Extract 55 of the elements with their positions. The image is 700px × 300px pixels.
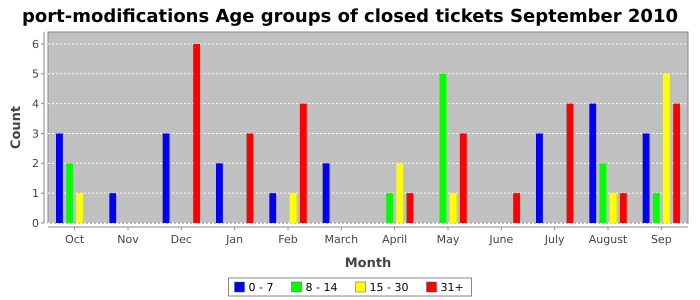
bar (620, 193, 627, 223)
bar (109, 193, 116, 223)
x-tick-label: July (544, 233, 566, 246)
x-tick-label: Oct (65, 233, 85, 246)
legend-label: 8 - 14 (306, 281, 338, 294)
bar (269, 193, 276, 223)
bar (322, 163, 330, 223)
bar (300, 104, 307, 223)
bar (396, 163, 404, 223)
x-tick-label: Dec (170, 233, 192, 246)
bar (193, 44, 200, 223)
y-tick-label: 2 (32, 157, 39, 170)
x-tick-label: Sep (650, 233, 672, 246)
bar (513, 193, 520, 223)
bar (162, 133, 170, 223)
bar (406, 193, 414, 223)
bar (450, 193, 456, 223)
x-tick-label: April (382, 233, 408, 246)
x-tick-label: Nov (117, 233, 140, 246)
y-tick-label: 3 (32, 127, 39, 140)
x-tick-label: May (436, 233, 460, 246)
legend-label: 31+ (440, 281, 464, 294)
x-axis-title: Month (344, 256, 392, 271)
x-tick-label: Feb (278, 233, 298, 246)
x-tick-label: August (588, 233, 628, 246)
legend-label: 15 - 30 (370, 281, 408, 294)
bar (589, 104, 596, 223)
y-tick-label: 6 (32, 38, 39, 51)
legend-label: 0 - 7 (248, 281, 274, 294)
bar (673, 104, 680, 223)
bar (536, 133, 543, 223)
bar (386, 193, 393, 223)
bar (663, 74, 670, 223)
x-tick-label: June (488, 233, 514, 246)
bar (216, 163, 223, 223)
y-tick-label: 1 (32, 187, 39, 200)
y-tick-label: 5 (32, 68, 39, 81)
bar (566, 104, 574, 223)
bar (600, 163, 606, 223)
y-tick-label: 0 (32, 216, 39, 230)
x-tick-label: Jan (225, 233, 244, 246)
bar (246, 133, 254, 223)
bar (652, 193, 660, 223)
bar (642, 133, 650, 223)
bar (66, 163, 73, 223)
bar (290, 193, 296, 223)
bar (460, 133, 467, 223)
chart-title: port-modifications Age groups of closed tickets September 2010 (22, 6, 678, 27)
bar (440, 74, 446, 223)
y-axis-title: Count (9, 106, 24, 150)
bar (76, 193, 84, 223)
y-tick-label: 4 (32, 97, 39, 110)
bar (610, 193, 616, 223)
x-tick-label: March (324, 233, 358, 246)
bar (56, 133, 63, 223)
